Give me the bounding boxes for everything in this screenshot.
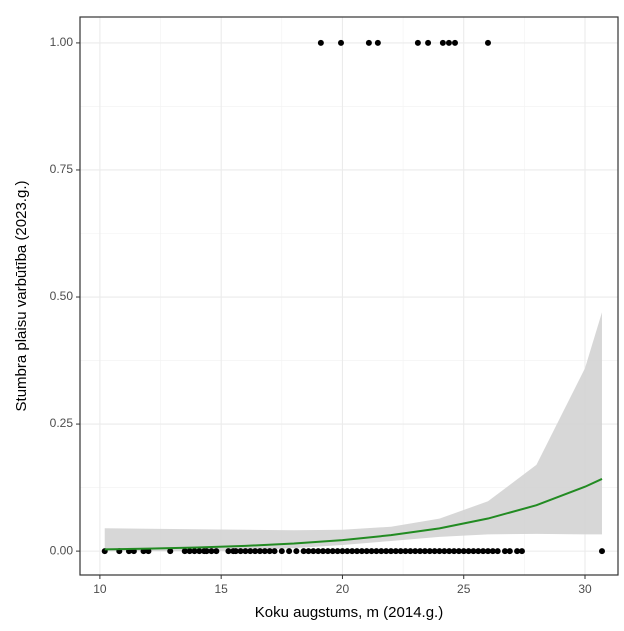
data-point — [451, 548, 458, 555]
data-point — [392, 548, 399, 555]
data-point — [232, 548, 239, 555]
data-point — [460, 548, 467, 555]
data-point — [489, 548, 496, 555]
data-point — [181, 548, 188, 555]
data-point — [484, 548, 491, 555]
data-point — [378, 548, 385, 555]
data-point — [358, 548, 365, 555]
panel-border — [79, 16, 619, 576]
data-point — [324, 548, 331, 555]
data-point — [339, 548, 346, 555]
data-point — [349, 548, 356, 555]
data-point — [286, 548, 293, 555]
data-point — [363, 548, 370, 555]
data-point — [506, 548, 513, 555]
y-tick-label: 0.00 — [50, 543, 74, 557]
y-tick-label: 0.25 — [50, 416, 74, 430]
data-point — [365, 39, 372, 46]
data-point — [445, 39, 452, 46]
data-point — [407, 548, 414, 555]
x-tick-label: 10 — [93, 582, 107, 596]
data-point — [417, 548, 424, 555]
data-point — [213, 548, 220, 555]
data-point — [271, 548, 278, 555]
data-point — [441, 548, 448, 555]
data-point — [470, 548, 477, 555]
data-point — [436, 548, 443, 555]
data-point — [252, 548, 259, 555]
data-point — [337, 39, 344, 46]
data-point — [167, 548, 174, 555]
data-point — [484, 39, 491, 46]
data-point — [310, 548, 317, 555]
data-point — [261, 548, 268, 555]
data-point — [514, 548, 521, 555]
data-point — [354, 548, 361, 555]
data-point — [247, 548, 254, 555]
data-point — [242, 548, 249, 555]
data-point — [480, 548, 487, 555]
data-point — [203, 548, 210, 555]
data-point — [344, 548, 351, 555]
data-point — [334, 548, 341, 555]
data-point — [315, 548, 322, 555]
y-tick-label: 0.50 — [50, 289, 74, 303]
data-point — [387, 548, 394, 555]
data-point — [446, 548, 453, 555]
data-point — [208, 548, 215, 555]
data-point — [431, 548, 438, 555]
data-point — [426, 548, 433, 555]
data-point — [329, 548, 336, 555]
data-point — [465, 548, 472, 555]
y-axis-title: Stumbra plaisu varbūtība (2023.g.) — [13, 181, 30, 412]
data-point — [278, 548, 285, 555]
data-point — [317, 39, 324, 46]
data-point — [191, 548, 198, 555]
confidence-band — [104, 312, 602, 552]
data-point — [598, 548, 605, 555]
data-point — [196, 548, 203, 555]
data-point — [374, 39, 381, 46]
data-point — [412, 548, 419, 555]
data-point — [518, 548, 525, 555]
data-point — [494, 548, 501, 555]
data-point — [414, 39, 421, 46]
data-point — [300, 548, 307, 555]
x-tick-label: 30 — [578, 582, 592, 596]
data-point — [421, 548, 428, 555]
data-point — [451, 39, 458, 46]
data-point — [266, 548, 273, 555]
data-point — [237, 548, 244, 555]
data-point — [455, 548, 462, 555]
y-tick-label: 1.00 — [50, 35, 74, 49]
data-point — [256, 548, 263, 555]
data-point — [402, 548, 409, 555]
x-tick-label: 20 — [336, 582, 350, 596]
y-tick-label: 0.75 — [50, 162, 74, 176]
data-point — [425, 39, 432, 46]
data-point — [293, 548, 300, 555]
fit-line — [104, 478, 603, 551]
data-point — [305, 548, 312, 555]
data-point — [225, 548, 232, 555]
x-axis-title: Koku augstums, m (2014.g.) — [255, 604, 443, 621]
data-point — [373, 548, 380, 555]
x-tick-label: 15 — [214, 582, 228, 596]
data-point — [383, 548, 390, 555]
data-point — [320, 548, 327, 555]
x-tick-label: 25 — [457, 582, 471, 596]
data-point — [439, 39, 446, 46]
data-point — [368, 548, 375, 555]
data-point — [475, 548, 482, 555]
data-point — [397, 548, 404, 555]
data-point — [501, 548, 508, 555]
data-point — [186, 548, 193, 555]
